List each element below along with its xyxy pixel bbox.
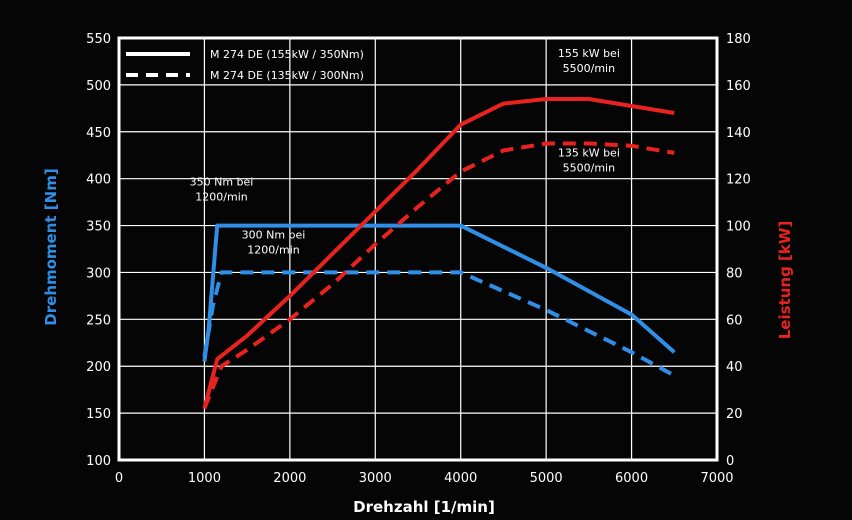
y-left-tick-label: 300: [86, 266, 111, 281]
chart-ticks: 0 1000 2000 3000 4000 5000 6000 700010015020025…: [86, 32, 751, 486]
annotation-label: 1200/min: [195, 191, 247, 204]
y-left-tick-label: 200: [86, 360, 111, 375]
x-tick-label: 7000: [700, 471, 733, 486]
y-axis-right-label: Leistung [kW]: [776, 221, 794, 340]
power-solid-line: [202, 97, 675, 409]
y-left-tick-label: 250: [86, 313, 111, 328]
x-tick-label: 2000: [273, 471, 306, 486]
x-axis-label: Drehzahl [1/min]: [353, 498, 495, 516]
x-tick-label: 4000: [444, 471, 477, 486]
annotation-label: 135 kW bei: [558, 147, 620, 160]
torque-dashed-line: [202, 270, 676, 378]
x-tick-label: 6000: [615, 471, 648, 486]
annotation-label: 1200/min: [247, 243, 299, 256]
y-right-tick-label: 60: [726, 313, 743, 328]
chart-grid: [117, 36, 719, 462]
y-right-tick-label: 20: [726, 407, 743, 422]
y-left-tick-label: 550: [86, 32, 111, 47]
y-axis-left-label: Drehmoment [Nm]: [42, 168, 60, 325]
legend-label: M 274 DE (155kW / 350Nm): [210, 48, 364, 61]
y-right-tick-label: 40: [726, 360, 743, 375]
x-tick-label: 3000: [359, 471, 392, 486]
annotation-label: 5500/min: [563, 62, 615, 75]
y-right-tick-label: 180: [726, 32, 751, 47]
y-right-tick-label: 120: [726, 173, 751, 188]
y-left-tick-label: 400: [86, 173, 111, 188]
y-right-tick-label: 80: [726, 266, 743, 281]
y-right-tick-label: 160: [726, 79, 751, 94]
power-dashed-line: [202, 141, 675, 410]
y-left-tick-label: 350: [86, 220, 111, 235]
plot-frame: [117, 36, 719, 462]
torque-solid-line: [202, 223, 676, 362]
annotation-label: 5500/min: [563, 162, 615, 175]
annotation-label: 155 kW bei: [558, 47, 620, 60]
x-tick-label: 1000: [188, 471, 221, 486]
chart-legend: M 274 DE (155kW / 350Nm) M 274 DE (135kW …: [126, 48, 364, 82]
y-left-tick-label: 100: [86, 454, 111, 469]
y-left-tick-label: 500: [86, 79, 111, 94]
chart-series: [202, 97, 676, 410]
annotation-label: 300 Nm bei: [242, 228, 306, 241]
y-right-tick-label: 0: [726, 454, 734, 469]
y-left-tick-label: 150: [86, 407, 111, 422]
legend-label: M 274 DE (135kW / 300Nm): [210, 69, 364, 82]
chart-annotations: 350 Nm bei 1200/min 300 Nm bei 1200/min 155 …: [190, 47, 620, 256]
y-right-tick-label: 100: [726, 220, 751, 235]
x-tick-label: 5000: [530, 471, 563, 486]
x-tick-label: 0: [115, 471, 123, 486]
y-left-tick-label: 450: [86, 126, 111, 141]
y-right-tick-label: 140: [726, 126, 751, 141]
annotation-label: 350 Nm bei: [190, 176, 254, 189]
